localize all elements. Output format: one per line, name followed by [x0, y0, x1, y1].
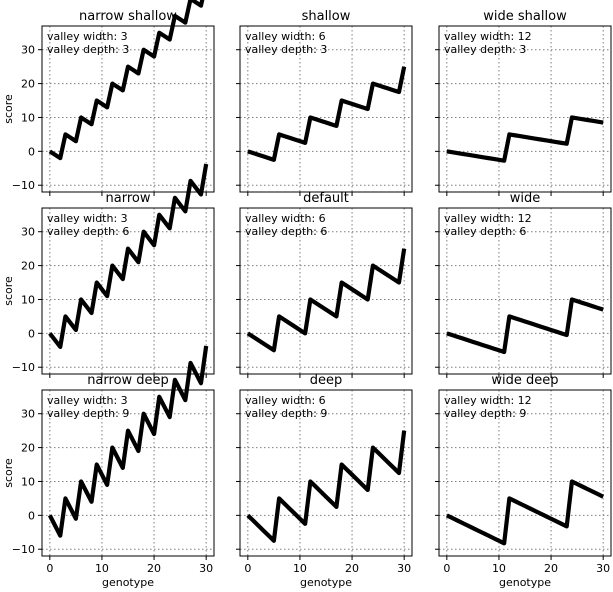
axes-frame — [239, 25, 413, 193]
y-tick-label: −10 — [12, 179, 35, 192]
panel-annotation: valley width: 6 — [245, 212, 326, 225]
y-tick-label: 20 — [21, 442, 35, 455]
y-tick-label: 0 — [28, 327, 35, 340]
x-tick-label: 0 — [443, 562, 450, 575]
series-line — [445, 479, 605, 546]
x-tick-label: 20 — [345, 562, 359, 575]
panel-annotation: valley width: 3 — [47, 212, 128, 225]
series-line — [246, 430, 407, 543]
panel-annotation: valley depth: 6 — [47, 225, 129, 238]
panel-annotation: valley width: 6 — [245, 30, 326, 43]
x-axis-label: genotype — [300, 576, 352, 589]
panel-title: wide shallow — [483, 9, 567, 24]
x-tick-label: 10 — [492, 562, 506, 575]
panel-annotation: valley depth: 3 — [245, 43, 327, 56]
panel-title: narrow shallow — [79, 9, 177, 24]
x-tick-label: 0 — [244, 562, 251, 575]
axes-frame — [239, 207, 413, 375]
x-tick-label: 10 — [293, 562, 307, 575]
x-tick-label: 20 — [147, 562, 161, 575]
series-line — [246, 248, 407, 353]
x-axis-label: genotype — [102, 576, 154, 589]
panel-annotation: valley depth: 6 — [245, 225, 327, 238]
panel-title: default — [303, 191, 349, 206]
y-tick-label: −10 — [12, 361, 35, 374]
panel-annotation: valley depth: 9 — [47, 407, 129, 420]
x-tick-label: 0 — [46, 562, 53, 575]
axes-frame — [438, 207, 612, 375]
x-tick-label: 30 — [397, 562, 411, 575]
x-tick-label: 10 — [95, 562, 109, 575]
y-tick-label: 20 — [21, 260, 35, 273]
series-line — [48, 0, 205, 161]
y-tick-label: 30 — [21, 44, 35, 57]
axes-frame — [41, 207, 215, 375]
y-tick-label: 10 — [21, 475, 35, 488]
y-tick-label: 0 — [28, 145, 35, 158]
panel-annotation: valley width: 12 — [444, 394, 532, 407]
series-line — [247, 66, 407, 162]
series-line — [446, 297, 604, 355]
axes-frame — [438, 389, 612, 557]
panel-annotation: valley depth: 3 — [444, 43, 526, 56]
panel-annotation: valley depth: 9 — [245, 407, 327, 420]
series-line — [446, 115, 604, 163]
x-tick-label: 30 — [596, 562, 610, 575]
panel-annotation: valley width: 6 — [245, 394, 326, 407]
panel-title: narrow — [106, 191, 151, 206]
y-tick-label: −10 — [12, 543, 35, 556]
y-axis-label: score — [2, 276, 15, 306]
panel-narrow-shallow: −10 0 10 20 30 narrow shallow valley width: 3v… — [2, 0, 215, 196]
x-tick-label: 20 — [544, 562, 558, 575]
panel-annotation: valley depth: 9 — [444, 407, 526, 420]
series-line — [48, 163, 209, 349]
x-axis-label: genotype — [499, 576, 551, 589]
axes-frame — [438, 25, 612, 193]
axes-frame — [41, 389, 215, 557]
panel-annotation: valley width: 12 — [444, 30, 532, 43]
panel-title: deep — [310, 373, 343, 388]
x-tick-label: 30 — [199, 562, 213, 575]
y-tick-label: 30 — [21, 408, 35, 421]
panel-annotation: valley width: 12 — [444, 212, 532, 225]
panel-title: wide — [510, 191, 541, 206]
y-tick-label: 20 — [21, 78, 35, 91]
y-tick-label: 10 — [21, 111, 35, 124]
panel-narrow-deep: 0 10 20 30 −10 0 10 20 30 narrow deep valley width… — [2, 345, 215, 589]
panel-title: wide deep — [491, 373, 558, 388]
y-tick-label: 30 — [21, 226, 35, 239]
axes-frame — [239, 389, 413, 557]
panel-title: shallow — [302, 9, 351, 24]
y-tick-label: 10 — [21, 293, 35, 306]
panel-annotation: valley depth: 6 — [444, 225, 526, 238]
panel-annotation: valley width: 3 — [47, 394, 128, 407]
panel-title: narrow deep — [87, 373, 169, 388]
y-axis-label: score — [2, 458, 15, 488]
y-axis-label: score — [2, 94, 15, 124]
panel-annotation: valley width: 3 — [47, 30, 128, 43]
axes-frame — [41, 25, 215, 193]
panel-annotation: valley depth: 3 — [47, 43, 129, 56]
y-tick-label: 0 — [28, 509, 35, 522]
